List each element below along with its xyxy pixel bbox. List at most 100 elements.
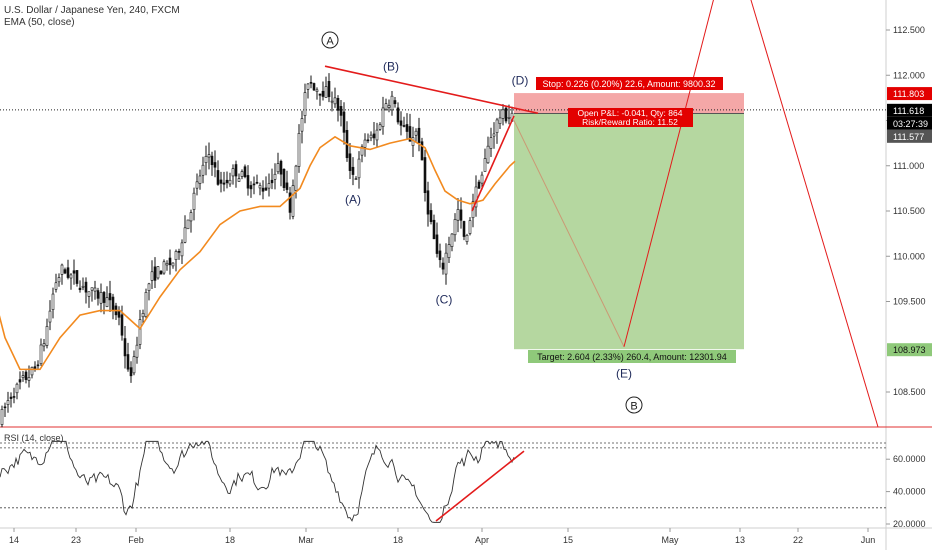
candle-body [468, 220, 472, 234]
candle-body [330, 100, 334, 103]
candle-body [210, 155, 214, 166]
candle-body [0, 408, 4, 425]
candle-body [147, 283, 151, 291]
candle-body [228, 179, 232, 185]
candle-body [69, 274, 73, 279]
candle-body [423, 157, 427, 194]
candle-body [15, 383, 19, 394]
candle-body [387, 105, 391, 108]
candle-body [351, 166, 355, 175]
x-tick-label: 22 [793, 535, 803, 545]
candle-body [159, 270, 163, 275]
candle-body [162, 261, 166, 274]
y-tick-label: 112.500 [893, 25, 925, 35]
candle-body [39, 344, 43, 365]
y-tick-label: 109.500 [893, 297, 926, 307]
candle-body [183, 227, 187, 243]
candle-body [297, 133, 301, 167]
candle-body [438, 250, 442, 261]
candle-body [111, 296, 115, 311]
candle-body [192, 192, 196, 210]
y-tick-label: 110.500 [893, 206, 925, 216]
rr-label: Risk/Reward Ratio: 11.52 [582, 117, 678, 127]
candle-body [81, 285, 85, 288]
candle-body [300, 118, 304, 132]
candle-body [240, 171, 244, 177]
rsi-legend[interactable]: RSI (14, close) [4, 433, 64, 443]
candle-body [384, 103, 388, 110]
candle-body [168, 257, 172, 266]
candle-body [63, 269, 67, 274]
candle-body [222, 182, 226, 185]
candle-body [231, 168, 235, 177]
candle-body [246, 175, 250, 189]
price-tag: 108.973 [893, 345, 926, 355]
candle-body [249, 185, 253, 190]
candle-body [87, 291, 91, 297]
candle-body [264, 187, 268, 191]
candle-body [399, 120, 403, 126]
candle-body [42, 343, 46, 347]
wave-label: A [326, 36, 334, 48]
candle-body [48, 310, 52, 323]
candle-body [108, 293, 112, 301]
x-tick-label: 13 [735, 535, 745, 545]
candle-body [456, 209, 460, 221]
candle-body [504, 107, 508, 122]
ema-line [0, 135, 516, 371]
candle-body [501, 109, 505, 119]
x-tick-label: 18 [393, 535, 403, 545]
candle-body [453, 219, 457, 236]
candle-body [180, 242, 184, 257]
candle-body [258, 185, 262, 189]
candle-body [459, 209, 463, 221]
x-tick-label: 15 [563, 535, 573, 545]
candle-body [189, 212, 193, 222]
y-tick-label: 110.000 [893, 251, 925, 261]
candle-body [483, 158, 487, 172]
candle-body [480, 174, 484, 184]
candle-body [237, 178, 241, 182]
wave-labels: A (B) (D) (A) (C) (E) B [321, 31, 643, 414]
candle-body [117, 310, 121, 318]
x-tick-label: 14 [9, 535, 19, 545]
trend-lines [324, 0, 879, 428]
candle-body [414, 130, 418, 136]
candle-body [396, 107, 400, 123]
candle-body [45, 326, 49, 346]
candle-body [207, 154, 211, 158]
candle-body [279, 160, 283, 175]
price-tag-bg [887, 116, 932, 130]
symbol-title[interactable]: U.S. Dollar / Japanese Yen, 240, FXCM [4, 5, 180, 16]
candle-body [9, 396, 13, 399]
candle-body [84, 281, 88, 293]
candle-body [123, 338, 127, 357]
candle-body [408, 126, 412, 142]
candle-body [198, 175, 202, 184]
candle-body [102, 292, 106, 303]
candle-body [366, 139, 370, 142]
candle-body [54, 282, 58, 290]
y-tick-label: 108.500 [893, 387, 926, 397]
ema-legend[interactable]: EMA (50, close) [4, 17, 75, 28]
candle-body [186, 219, 190, 230]
x-tick-label: 18 [225, 535, 235, 545]
candle-body [72, 270, 76, 274]
target-label: Target: 2.604 (2.33%) 260.4, Amount: 123… [537, 352, 727, 362]
wave-circle [321, 31, 339, 49]
candle-body [498, 117, 502, 124]
candle-body [57, 277, 61, 283]
candle-body [309, 82, 313, 84]
candle-body [336, 98, 340, 111]
candle-body [90, 287, 94, 291]
candle-body [213, 162, 217, 168]
price-tag: 111.803 [893, 89, 924, 99]
candle-body [120, 314, 124, 336]
candle-body [450, 233, 454, 247]
candle-body [441, 262, 445, 270]
candle-body [105, 297, 109, 307]
candle-body [465, 235, 469, 242]
x-tick-label: Feb [128, 535, 144, 545]
candle-body [315, 89, 319, 92]
candle-body [321, 90, 325, 97]
